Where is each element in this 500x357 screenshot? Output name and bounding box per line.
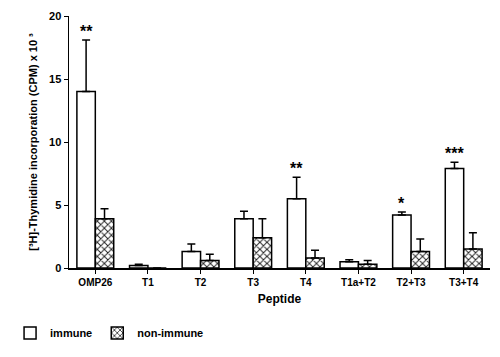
svg-text:T3+T4: T3+T4: [449, 277, 479, 288]
svg-text:OMP26: OMP26: [78, 277, 112, 288]
svg-text:0: 0: [55, 262, 61, 274]
svg-text:20: 20: [49, 10, 61, 22]
svg-text:10: 10: [49, 136, 61, 148]
svg-text:T1a+T2: T1a+T2: [341, 277, 376, 288]
svg-text:T3: T3: [247, 277, 259, 288]
svg-text:[³H]-Thymidine incorporation (: [³H]-Thymidine incorporation (CPM) x 10 …: [27, 33, 39, 251]
svg-text:15: 15: [49, 73, 61, 85]
svg-text:immune: immune: [50, 327, 92, 339]
svg-text:T2+T3: T2+T3: [396, 277, 426, 288]
svg-text:**: **: [80, 23, 93, 40]
svg-text:T2: T2: [195, 277, 207, 288]
svg-text:T4: T4: [300, 277, 312, 288]
svg-text:***: ***: [445, 145, 464, 162]
svg-text:**: **: [290, 160, 303, 177]
svg-text:T1: T1: [142, 277, 154, 288]
svg-text:non-immune: non-immune: [137, 327, 203, 339]
svg-text:Peptide: Peptide: [258, 292, 302, 306]
svg-text:5: 5: [55, 199, 61, 211]
svg-text:*: *: [398, 195, 405, 212]
